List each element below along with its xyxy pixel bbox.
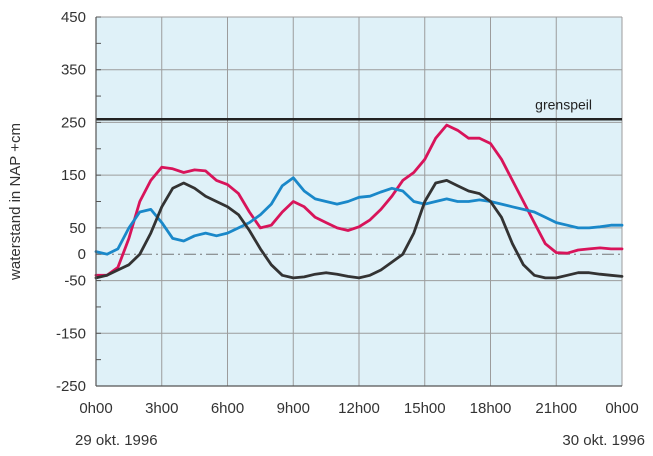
series-line-1: [94, 123, 624, 277]
y-tick-label: 450: [61, 9, 86, 26]
x-tick-label: 6h00: [211, 400, 244, 417]
y-tick-label: 0: [78, 246, 86, 263]
x-tick-label: 12h00: [338, 400, 380, 417]
y-tick-label: 150: [61, 167, 86, 184]
grenspeil-label: grenspeil: [535, 96, 592, 112]
y-tick-label: -50: [64, 273, 86, 290]
x-tick-label: 0h00: [79, 400, 112, 417]
axes: [95, 17, 622, 387]
date-end-label: 30 okt. 1996: [562, 432, 645, 449]
series-line-3: [94, 179, 624, 280]
x-tick-label: 15h00: [404, 400, 446, 417]
x-tick-label: 21h00: [535, 400, 577, 417]
y-tick-label: -250: [56, 378, 86, 395]
y-tick-label: 350: [61, 62, 86, 79]
series-line-2: [94, 176, 624, 256]
y-tick-label: -150: [56, 325, 86, 342]
x-tick-labels: 0h00 3h00 6h00 9h00 12h00 15h00 18h00 21h00 0h00: [79, 400, 638, 417]
x-tick-label: 0h00: [605, 400, 638, 417]
x-tick-label: 3h00: [145, 400, 178, 417]
y-tick-labels: 450 350 250 150 50 0 -50 -150 -250: [56, 9, 86, 395]
y-tick-label: 50: [69, 220, 86, 237]
y-axis-label: waterstand in NAP +cm: [7, 123, 24, 281]
series-layer: [94, 123, 624, 280]
y-tick-label: 250: [61, 114, 86, 131]
date-start-label: 29 okt. 1996: [75, 432, 158, 449]
x-tick-label: 18h00: [470, 400, 512, 417]
x-tick-label: 9h00: [277, 400, 310, 417]
